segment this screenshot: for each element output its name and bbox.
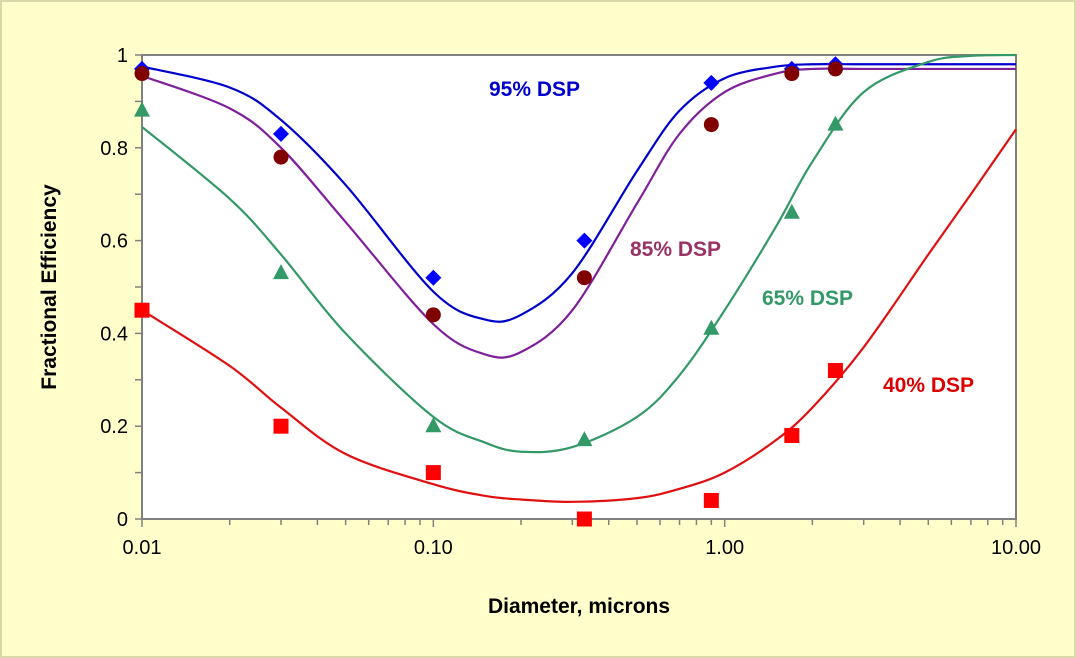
y-axis-label: Fractional Efficiency xyxy=(38,184,61,390)
fit-curve-85 xyxy=(141,67,1016,359)
data-point-85 xyxy=(425,307,441,323)
data-point-65 xyxy=(134,101,150,117)
data-point-40 xyxy=(784,427,800,443)
x-tick-label: 10.00 xyxy=(991,537,1041,559)
data-point-85 xyxy=(576,270,592,286)
data-point-40 xyxy=(273,418,289,434)
x-axis-label: Diameter, microns xyxy=(488,595,670,618)
y-tick-label: 1 xyxy=(117,45,128,67)
series-label-85: 85% DSP xyxy=(630,238,721,261)
data-point-85 xyxy=(134,66,150,82)
data-point-65 xyxy=(827,115,844,131)
data-point-40 xyxy=(703,492,719,508)
data-point-40 xyxy=(134,302,150,318)
fit-curve-95 xyxy=(141,63,1016,323)
y-tick-label: 0 xyxy=(117,509,128,531)
series-label-65: 65% DSP xyxy=(762,287,853,310)
y-tick-label: 0.2 xyxy=(100,416,128,438)
x-tick-label: 0.10 xyxy=(414,537,453,559)
data-point-40 xyxy=(827,363,843,379)
data-point-65 xyxy=(783,203,800,219)
plot-area xyxy=(141,54,1017,520)
data-point-40 xyxy=(576,511,592,527)
y-tick-label: 0.4 xyxy=(100,323,128,345)
data-point-40 xyxy=(425,465,441,481)
data-point-65 xyxy=(576,431,593,447)
data-point-65 xyxy=(703,319,720,335)
x-tick-label: 1.00 xyxy=(705,537,744,559)
series-label-40: 40% DSP xyxy=(883,374,974,397)
y-tick-label: 0.6 xyxy=(100,231,128,253)
fit-curve-40 xyxy=(141,128,1017,503)
x-tick-label: 0.01 xyxy=(123,537,162,559)
fit-curve-65 xyxy=(141,53,1017,454)
data-point-65 xyxy=(425,417,442,433)
data-point-95 xyxy=(273,125,290,142)
data-point-95 xyxy=(576,232,593,249)
data-point-85 xyxy=(273,149,289,165)
data-point-95 xyxy=(425,269,442,286)
data-point-85 xyxy=(827,61,843,77)
series-label-95: 95% DSP xyxy=(489,78,580,101)
data-point-95 xyxy=(703,74,720,91)
data-point-85 xyxy=(703,117,719,133)
y-tick-label: 0.8 xyxy=(100,138,128,160)
data-point-65 xyxy=(273,264,290,280)
data-point-85 xyxy=(784,66,800,82)
